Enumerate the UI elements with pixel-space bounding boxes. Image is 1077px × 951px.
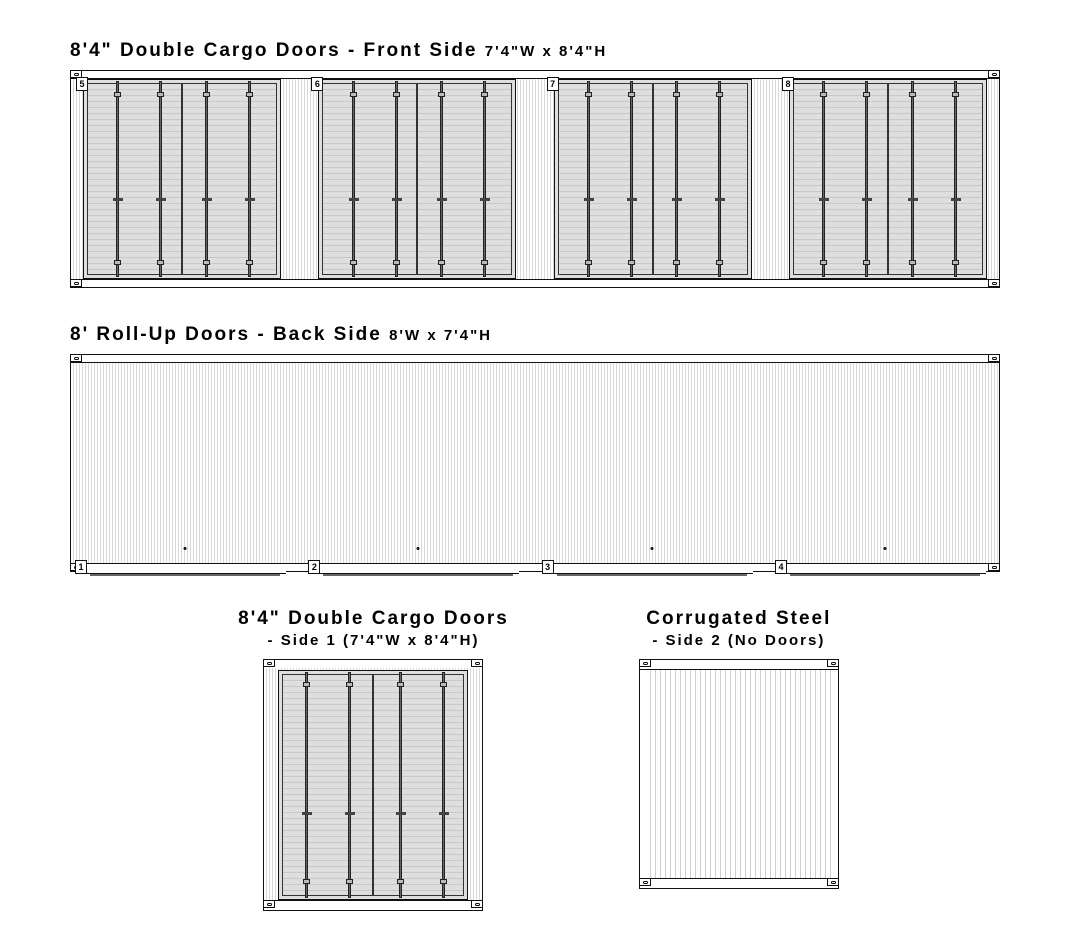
back-heading: 8' Roll-Up Doors - Back Side 8'W x 7'4"H bbox=[70, 324, 1007, 346]
door-number-tag: 8 bbox=[782, 77, 794, 91]
side1-subtitle: - Side 1 (7'4"W x 8'4"H) bbox=[238, 632, 509, 649]
side1-column: 8'4" Double Cargo Doors - Side 1 (7'4"W … bbox=[238, 608, 509, 911]
lock-rod bbox=[442, 672, 445, 898]
front-title: 8'4" Double Cargo Doors - Front Side bbox=[70, 40, 485, 61]
corner-casting bbox=[263, 659, 275, 667]
corner-casting bbox=[988, 279, 1000, 287]
top-rail bbox=[640, 660, 838, 670]
latch-icon bbox=[417, 547, 420, 550]
corner-casting bbox=[827, 659, 839, 667]
lock-rod bbox=[718, 81, 721, 277]
back-container-elevation: 1 2 3 4 bbox=[70, 354, 1000, 572]
lock-rod bbox=[483, 81, 486, 277]
side1-door-holder bbox=[264, 670, 482, 900]
door-number-tag: 4 bbox=[775, 560, 787, 574]
lock-rod bbox=[205, 81, 208, 277]
corner-casting bbox=[639, 878, 651, 886]
bottom-rail bbox=[640, 878, 838, 888]
top-rail bbox=[71, 355, 999, 363]
lock-rod bbox=[911, 81, 914, 277]
back-door-row: 1234 bbox=[83, 363, 987, 563]
cargo-double-door bbox=[278, 670, 468, 900]
door-number-tag: 1 bbox=[75, 560, 87, 574]
end-views-row: 8'4" Double Cargo Doors - Side 1 (7'4"W … bbox=[70, 608, 1007, 911]
corner-casting bbox=[827, 878, 839, 886]
corner-casting bbox=[70, 279, 82, 287]
cargo-double-door: 5 bbox=[83, 79, 281, 279]
side1-end-elevation bbox=[263, 659, 483, 911]
lock-rod bbox=[865, 81, 868, 277]
latch-icon bbox=[650, 547, 653, 550]
corner-casting bbox=[639, 659, 651, 667]
lock-rod bbox=[305, 672, 308, 898]
lock-rod bbox=[954, 81, 957, 277]
corner-casting bbox=[70, 354, 82, 362]
corner-casting bbox=[988, 354, 1000, 362]
lock-rod bbox=[630, 81, 633, 277]
door-number-tag: 5 bbox=[76, 77, 88, 91]
bottom-rail bbox=[264, 900, 482, 910]
corner-casting bbox=[471, 659, 483, 667]
front-subtitle: 7'4"W x 8'4"H bbox=[485, 43, 607, 60]
lock-rod bbox=[675, 81, 678, 277]
corner-casting bbox=[988, 70, 1000, 78]
back-side-section: 8' Roll-Up Doors - Back Side 8'W x 7'4"H… bbox=[70, 324, 1007, 572]
front-heading: 8'4" Double Cargo Doors - Front Side 7'4… bbox=[70, 40, 1007, 62]
bottom-rail bbox=[71, 563, 999, 571]
lock-rod bbox=[248, 81, 251, 277]
side1-title: 8'4" Double Cargo Doors bbox=[238, 608, 509, 629]
side2-column: Corrugated Steel - Side 2 (No Doors) bbox=[639, 608, 839, 889]
latch-icon bbox=[184, 547, 187, 550]
door-number-tag: 3 bbox=[542, 560, 554, 574]
cargo-double-door: 6 bbox=[318, 79, 516, 279]
lock-rod bbox=[440, 81, 443, 277]
lock-rod bbox=[116, 81, 119, 277]
lock-rod bbox=[822, 81, 825, 277]
side2-end-elevation bbox=[639, 659, 839, 889]
back-subtitle: 8'W x 7'4"H bbox=[389, 327, 492, 344]
corner-casting bbox=[988, 563, 1000, 571]
door-number-tag: 2 bbox=[308, 560, 320, 574]
door-number-tag: 7 bbox=[547, 77, 559, 91]
lock-rod bbox=[352, 81, 355, 277]
back-title: 8' Roll-Up Doors - Back Side bbox=[70, 324, 389, 345]
front-container-elevation: 5678 bbox=[70, 70, 1000, 288]
front-side-section: 8'4" Double Cargo Doors - Front Side 7'4… bbox=[70, 40, 1007, 288]
bottom-rail bbox=[71, 279, 999, 287]
side2-title: Corrugated Steel bbox=[646, 608, 831, 629]
side2-heading: Corrugated Steel bbox=[639, 608, 839, 630]
lock-rod bbox=[348, 672, 351, 898]
lock-rod bbox=[399, 672, 402, 898]
corner-casting bbox=[263, 900, 275, 908]
top-rail bbox=[71, 71, 999, 79]
front-door-row: 5678 bbox=[83, 79, 987, 279]
corrugated-wall bbox=[646, 670, 832, 878]
side2-subtitle: - Side 2 (No Doors) bbox=[639, 632, 839, 649]
latch-icon bbox=[883, 547, 886, 550]
lock-rod bbox=[587, 81, 590, 277]
corner-casting bbox=[471, 900, 483, 908]
door-number-tag: 6 bbox=[311, 77, 323, 91]
lock-rod bbox=[159, 81, 162, 277]
cargo-double-door: 8 bbox=[789, 79, 987, 279]
cargo-double-door: 7 bbox=[554, 79, 752, 279]
lock-rod bbox=[395, 81, 398, 277]
side1-heading: 8'4" Double Cargo Doors bbox=[238, 608, 509, 630]
